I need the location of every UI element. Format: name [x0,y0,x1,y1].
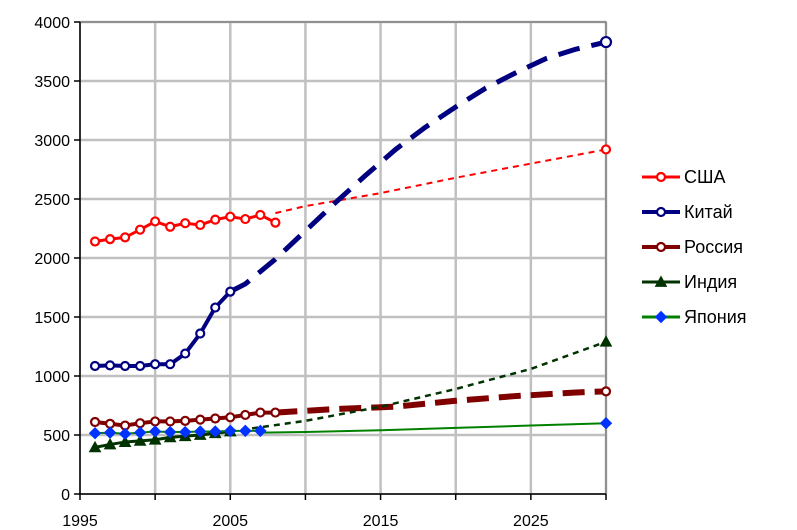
series-2-point-10 [240,409,251,421]
x-tick-label-2015: 2015 [363,513,399,530]
series-0-point-11 [255,209,266,221]
series-3-projection-line [230,340,607,433]
series-2-point-3 [135,418,146,429]
series-2-end-point [600,386,612,397]
series-4-point-0 [88,427,102,440]
series-0-point-3 [135,224,146,235]
series-layer [88,35,613,453]
x-tick-label-1995: 1995 [62,513,98,530]
series-0-point-8 [210,214,221,225]
series-3-point-0 [88,440,102,453]
series-0-point-1 [104,234,116,245]
tick-labels: 0 500 1000 1500 2000 2500 3000 3500 4000 1995 2005… [34,15,548,530]
series-0-point-4 [150,216,161,227]
legend-marker-3 [654,275,668,287]
series-2-point-6 [180,415,191,426]
series-1-actual-line [94,290,232,368]
series-1-point-3 [135,360,146,372]
series-2-point-7 [195,414,206,425]
legend-marker-4 [654,310,668,324]
series-4-point-1 [103,426,117,439]
series-4-point-5 [163,425,177,439]
y-tick-label-1500: 1500 [34,310,70,327]
series-0-point-12 [270,217,281,228]
x-tick-label-2005: 2005 [212,513,248,530]
series-2-point-4 [150,416,161,427]
series-4-point-8 [209,425,222,438]
legend-marker-2 [655,241,667,253]
series-2-point-11 [255,407,266,418]
y-tick-label-3000: 3000 [34,133,70,150]
series-1-point-1 [104,360,116,371]
series-4-end-point [599,416,613,430]
legend-marker-1 [655,206,667,218]
grid [80,20,608,494]
y-tick-label-1000: 1000 [34,369,70,386]
series-2-point-5 [165,416,176,427]
series-2 [89,386,612,431]
series-4-projection-line [260,422,607,434]
y-tick-label-2000: 2000 [34,251,70,268]
legend: США Китай Россия Индия Япония [642,167,747,327]
axes [74,21,607,500]
legend-label-3: Индия [684,272,737,292]
series-1-end-point [599,35,613,49]
legend-label-4: Япония [684,307,747,327]
series-2-point-9 [225,412,236,423]
series-0-point-7 [195,219,206,231]
series-3-point-3 [133,434,147,446]
series-4-point-6 [178,425,192,439]
series-4-point-2 [118,427,132,441]
series-0-end-point [600,144,612,155]
series-1 [89,35,613,372]
series-4 [88,416,613,441]
series-2-point-8 [210,413,221,424]
series-0-point-5 [165,221,176,232]
series-1-point-5 [165,359,176,370]
series-4-point-7 [194,425,207,438]
series-4-point-9 [224,424,237,438]
y-tick-label-500: 500 [43,428,70,445]
series-0-point-10 [240,213,251,225]
y-tick-label-4000: 4000 [34,15,70,32]
series-3-point-1 [103,437,117,450]
series-3-point-2 [118,435,132,447]
series-2-projection-line [275,388,607,416]
series-4-point-3 [133,426,147,439]
legend-label-0: США [684,167,726,187]
series-1-point-6 [180,348,191,359]
series-0 [89,144,612,247]
series-1-projection-line [229,39,607,294]
y-tick-label-0: 0 [61,487,70,504]
legend-label-2: Россия [684,237,743,257]
series-1-point-4 [150,359,161,370]
series-3-point-4 [148,433,162,445]
y-tick-label-3500: 3500 [34,74,70,91]
series-1-point-7 [195,328,206,339]
legend-label-1: Китай [684,202,733,222]
legend-marker-0 [655,171,667,183]
series-1-point-8 [210,302,221,313]
series-2-point-0 [89,416,101,428]
series-4-point-10 [239,424,252,438]
y-tick-label-2500: 2500 [34,192,70,209]
series-0-point-9 [225,211,236,222]
series-1-point-2 [119,360,131,372]
series-0-point-0 [89,236,101,247]
series-0-point-2 [119,232,131,243]
series-0-point-6 [180,218,191,229]
series-4-point-11 [254,424,267,438]
series-4-point-4 [148,425,162,438]
series-2-point-12 [270,407,281,418]
x-tick-label-2025: 2025 [513,513,549,530]
series-3-end-point [599,335,613,347]
series-1-point-9 [225,286,236,297]
series-3-actual-line [94,429,231,449]
series-0-projection-line [275,148,607,215]
series-1-point-0 [89,360,101,372]
